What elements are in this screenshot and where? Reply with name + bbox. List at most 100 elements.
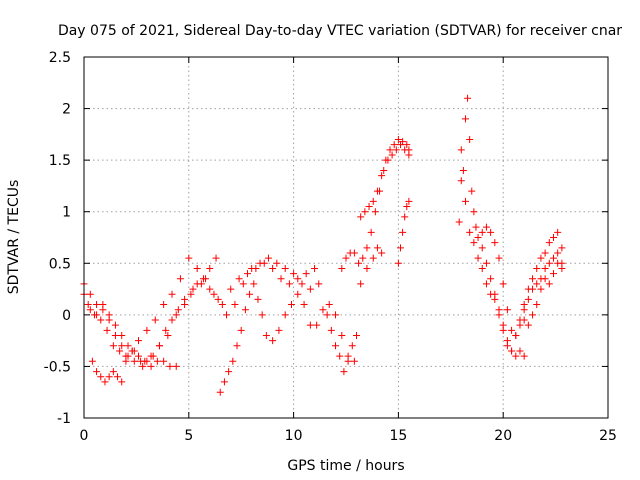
data-point [508, 347, 516, 355]
data-point [124, 342, 132, 350]
data-point [275, 326, 283, 334]
data-point [290, 270, 298, 278]
data-point [141, 357, 149, 365]
data-point [237, 326, 245, 334]
data-point [176, 275, 184, 283]
data-point [229, 357, 237, 365]
data-point [86, 306, 94, 314]
data-point [491, 295, 499, 303]
data-point [392, 146, 400, 154]
data-point [86, 290, 94, 298]
y-tick-label: 1.5 [49, 153, 71, 169]
data-point [503, 306, 511, 314]
x-tick-label: 15 [389, 428, 407, 444]
data-point [363, 264, 371, 272]
data-point [482, 223, 490, 231]
data-point [285, 280, 293, 288]
data-point [533, 264, 541, 272]
data-point [262, 331, 270, 339]
data-point [332, 311, 340, 319]
data-point [151, 316, 159, 324]
series-trace-d [88, 357, 126, 386]
data-point [273, 259, 281, 267]
data-point [258, 311, 266, 319]
data-point [529, 311, 537, 319]
data-point [187, 290, 195, 298]
data-point [550, 270, 558, 278]
data-point [508, 326, 516, 334]
data-point [294, 275, 302, 283]
data-point [212, 254, 220, 262]
data-point [223, 311, 231, 319]
data-point [533, 280, 541, 288]
data-point [344, 357, 352, 365]
data-point [350, 249, 358, 257]
data-point [166, 362, 174, 370]
data-point [529, 275, 537, 283]
data-point [315, 280, 323, 288]
data-point [491, 239, 499, 247]
data-point [174, 306, 182, 314]
data-point [181, 295, 189, 303]
y-tick-label: 0.5 [49, 256, 71, 272]
x-tick-label: 25 [599, 428, 617, 444]
data-point [239, 280, 247, 288]
data-point [118, 331, 126, 339]
data-point [386, 146, 394, 154]
data-point [111, 321, 119, 329]
data-point [401, 213, 409, 221]
data-point [323, 311, 331, 319]
data-point [461, 115, 469, 123]
data-point [235, 275, 243, 283]
data-point [558, 244, 566, 252]
data-point [227, 285, 235, 293]
data-point [128, 347, 136, 355]
data-point [545, 280, 553, 288]
data-point [367, 228, 375, 236]
data-point [361, 208, 369, 216]
data-point [250, 280, 258, 288]
data-point [512, 331, 520, 339]
series-trace-g [323, 311, 360, 376]
data-point [482, 280, 490, 288]
data-point [520, 306, 528, 314]
data-point [350, 357, 358, 365]
data-point [355, 259, 363, 267]
data-point [162, 326, 170, 334]
data-point [516, 321, 524, 329]
data-point [365, 203, 373, 211]
data-point [524, 295, 532, 303]
data-point [478, 264, 486, 272]
data-point [143, 326, 151, 334]
y-tick-label: 2 [62, 102, 71, 118]
data-point [554, 228, 562, 236]
data-point [378, 249, 386, 257]
data-point [109, 368, 117, 376]
data-point [130, 357, 138, 365]
data-point [474, 254, 482, 262]
data-point [319, 306, 327, 314]
data-point [338, 264, 346, 272]
data-point [153, 357, 161, 365]
data-point [352, 331, 360, 339]
data-point [363, 244, 371, 252]
data-point [382, 156, 390, 164]
data-point [218, 301, 226, 309]
series-trace-i [357, 136, 413, 221]
data-point [541, 249, 549, 257]
data-point [405, 146, 413, 154]
data-point [369, 254, 377, 262]
data-point [206, 264, 214, 272]
series-trace-j [394, 197, 413, 267]
data-point [172, 311, 180, 319]
data-point [487, 228, 495, 236]
data-point [84, 301, 92, 309]
data-point [503, 342, 511, 350]
data-point [160, 357, 168, 365]
data-point [396, 244, 404, 252]
data-point [340, 368, 348, 376]
data-point [520, 316, 528, 324]
data-point [313, 321, 321, 329]
data-point [111, 331, 119, 339]
